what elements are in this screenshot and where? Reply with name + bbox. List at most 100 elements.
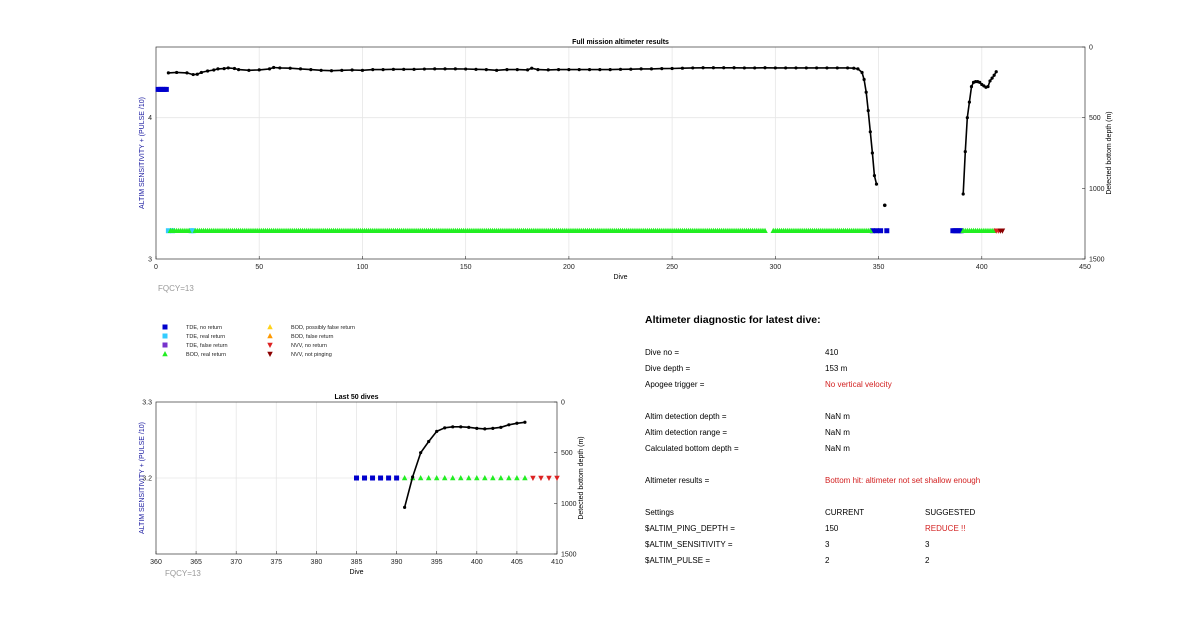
status-marker [878, 228, 884, 234]
chart-title: Last 50 dives [335, 394, 379, 401]
bottom-depth-point [618, 67, 623, 71]
y2-axis-label: Detected bottom depth (m) [578, 436, 585, 519]
status-marker [190, 228, 196, 234]
bottom-depth-point [309, 68, 313, 72]
calculated-bottom-label: Calculated bottom depth = [645, 444, 739, 453]
bottom-depth-point [773, 66, 777, 70]
bottom-depth-point [350, 68, 354, 72]
bottom-depth-point [236, 68, 241, 72]
fqcy-annotation: FQCY=13 [165, 569, 201, 578]
setting-current: 2 [825, 556, 830, 565]
status-marker [441, 475, 448, 481]
status-marker [163, 86, 169, 92]
bottom-depth-point [403, 505, 407, 509]
legend-label: BOD, possibly false return [291, 325, 355, 331]
bottom-depth-point [856, 67, 860, 71]
bottom-depth-point [257, 68, 261, 72]
bottom-depth-point [992, 73, 996, 77]
status-marker [530, 475, 536, 481]
bottom-depth-point [530, 66, 534, 70]
detection-depth-label: Altim detection depth = [645, 412, 727, 421]
bottom-depth-point [232, 66, 237, 71]
bottom-depth-point [206, 69, 210, 73]
bottom-depth-point [222, 67, 226, 71]
bottom-depth-point [556, 68, 561, 72]
bottom-depth-point [967, 100, 971, 104]
y2-tick-label: 0 [561, 400, 565, 407]
y2-tick-label: 0 [1089, 45, 1093, 52]
bottom-depth-point [763, 66, 767, 70]
setting-current: 3 [825, 540, 830, 549]
x-tick-label: 350 [873, 264, 885, 271]
legend-label: BOD, real return [186, 352, 226, 358]
setting-suggested: 3 [925, 540, 930, 549]
setting-suggested: 2 [925, 556, 930, 565]
calculated-bottom-value: NaN m [825, 444, 850, 453]
bottom-depth-point [978, 80, 982, 84]
bottom-depth-point [298, 67, 303, 71]
legend-marker [267, 333, 273, 339]
status-marker [506, 475, 512, 481]
bottom-depth-point [391, 67, 396, 71]
bottom-depth-point [483, 427, 487, 431]
status-marker [417, 475, 424, 481]
bottom-depth-point [515, 421, 519, 425]
status-marker [514, 475, 520, 481]
bottom-depth-point [835, 66, 839, 70]
y-axis-label: ALTIM SENSITIVITY + (PULSE /10) [139, 422, 146, 534]
x-tick-label: 390 [391, 559, 403, 566]
setting-name: $ALTIM_SENSITIVITY = [645, 540, 733, 549]
detection-depth-value: NaN m [825, 412, 850, 421]
legend-marker [267, 342, 273, 348]
bottom-depth-point [419, 451, 423, 455]
last-50-dives-chart: 360 365 370 375 380 385 390 395 400 405 410 3.2 3.3 0… [139, 394, 585, 578]
bottom-depth-point [866, 109, 870, 113]
x-tick-label: 370 [230, 559, 242, 566]
bottom-depth-point [965, 116, 969, 120]
y-tick-label: 3.3 [142, 400, 152, 407]
bottom-depth-point [567, 68, 571, 72]
bottom-depth-point [546, 68, 550, 72]
bottom-depth-point [870, 151, 874, 155]
y-tick-label: 4 [148, 115, 152, 122]
legend-label: TDE, no return [186, 325, 222, 331]
bottom-depth-point [691, 66, 695, 70]
bottom-depth-point [464, 67, 468, 71]
bottom-depth-point [988, 79, 992, 83]
legend-label: NVV, not pinging [291, 352, 332, 358]
bottom-depth-point [443, 67, 447, 71]
bottom-depth-point [491, 426, 495, 430]
legend-marker [162, 351, 168, 357]
x-tick-label: 410 [551, 559, 563, 566]
status-marker [867, 227, 874, 233]
bottom-depth-point [961, 192, 965, 196]
bottom-depth-point [507, 423, 511, 427]
bottom-depth-point [435, 429, 439, 433]
bottom-depth-point [199, 70, 204, 75]
x-tick-label: 380 [311, 559, 323, 566]
status-marker [433, 475, 440, 481]
bottom-depth-point [288, 66, 292, 70]
bottom-depth-point [340, 68, 344, 72]
bottom-depth-point [443, 426, 447, 430]
status-marker [466, 475, 472, 481]
bottom-depth-point [711, 66, 716, 70]
x-tick-label: 375 [270, 559, 282, 566]
legend-label: NVV, no return [291, 343, 327, 349]
x-tick-label: 100 [357, 264, 369, 271]
bottom-depth-point [639, 67, 643, 71]
status-marker [378, 475, 384, 481]
bottom-depth-point [175, 70, 179, 75]
status-marker [522, 475, 528, 481]
legend-label: TDE, false return [186, 343, 228, 349]
x-tick-label: 385 [351, 559, 363, 566]
bottom-depth-point [990, 76, 994, 80]
diagnostic-title: Altimeter diagnostic for latest dive: [645, 314, 821, 326]
bottom-depth-point [412, 67, 416, 71]
bottom-depth-point [402, 67, 406, 71]
bottom-depth-point [794, 66, 798, 70]
bottom-depth-line [403, 421, 525, 508]
bottom-depth-point [411, 475, 415, 479]
bottom-depth-point [868, 130, 872, 134]
bottom-depth-point [845, 66, 850, 70]
